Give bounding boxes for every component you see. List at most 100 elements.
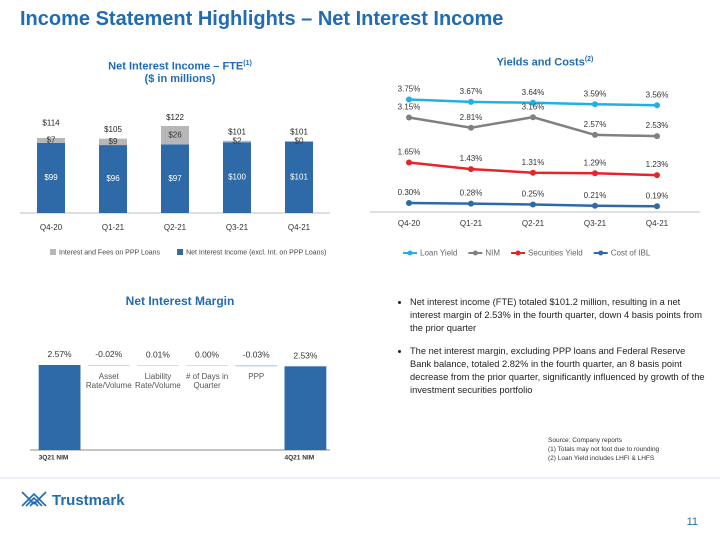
- total-label: $101: [228, 128, 246, 137]
- x-tick-label: Q2-21: [522, 219, 545, 228]
- x-tick-label: Q1-21: [460, 219, 483, 228]
- bar-segment: [223, 140, 251, 143]
- logo-text: Trustmark: [52, 492, 125, 509]
- bar-segment: [37, 142, 65, 213]
- value-label: -0.03%: [243, 350, 270, 360]
- bullets: Net interest income (FTE) totaled $101.2…: [396, 296, 708, 407]
- footnote: (2) Loan Yield includes LHFI & LHFS: [548, 455, 655, 462]
- waterfall-bar: [38, 364, 81, 450]
- value-label: 3.59%: [584, 89, 607, 98]
- point: [468, 98, 474, 105]
- bar-segment: [37, 137, 65, 143]
- bullet: The net interest margin, excluding PPP l…: [410, 345, 708, 397]
- total-label: $101: [290, 128, 308, 137]
- legend-marker: [407, 250, 413, 256]
- waterfall-bar: [235, 365, 278, 367]
- bullet: Net interest income (FTE) totaled $101.2…: [410, 296, 708, 335]
- x-tick-label: 4Q21 NIM: [285, 455, 315, 462]
- total-label: $114: [42, 118, 60, 127]
- x-tick-label: Q4-20: [398, 219, 421, 228]
- point: [530, 201, 536, 208]
- footnote: (1) Totals may not foot due to rounding: [548, 446, 660, 453]
- waterfall-bar: [284, 366, 327, 450]
- value-label: 2.53%: [646, 121, 669, 130]
- value-label: 1.29%: [584, 158, 607, 167]
- point: [592, 131, 598, 138]
- point: [406, 159, 412, 166]
- legend-swatch: [50, 249, 56, 255]
- slide-title: Income Statement Highlights – Net Intere…: [20, 8, 504, 30]
- point: [654, 102, 660, 109]
- value-label: $2: [233, 137, 242, 146]
- chart-title: Net Interest Income – FTE(1) ($ in milli…: [60, 60, 300, 85]
- source: Source: Company reports (1) Totals may n…: [548, 436, 659, 463]
- value-label: 3.67%: [460, 87, 483, 96]
- title-note: (2): [584, 56, 594, 63]
- point: [468, 124, 474, 131]
- chart-title-text: Net Interest Margin: [125, 294, 235, 308]
- value-label: $99: [44, 173, 58, 182]
- value-label: 2.81%: [460, 113, 483, 122]
- value-label: 0.01%: [146, 350, 171, 360]
- point: [654, 203, 660, 210]
- value-label: 1.43%: [460, 154, 483, 163]
- point: [592, 202, 598, 209]
- point: [468, 200, 474, 207]
- point: [654, 133, 660, 140]
- legend-label: Securities Yield: [528, 249, 583, 258]
- x-tick-label: Liability Rate/Volume: [135, 372, 181, 390]
- x-tick-label: # of Days in Quarter: [185, 372, 229, 390]
- value-label: 3.15%: [398, 103, 421, 112]
- value-label: $7: [47, 136, 56, 145]
- x-tick-label: 3Q21 NIM: [39, 455, 69, 462]
- x-tick-label: PPP: [248, 372, 265, 381]
- value-label: $100: [228, 173, 246, 182]
- point: [530, 169, 536, 176]
- waterfall-bar: [87, 364, 130, 366]
- point: [468, 166, 474, 173]
- value-label: $97: [168, 174, 182, 183]
- value-label: 0.28%: [460, 189, 483, 198]
- x-tick-label: Q4-20: [40, 223, 63, 232]
- total-label: $105: [104, 125, 122, 134]
- value-label: $101: [290, 172, 308, 181]
- value-label: 2.57%: [48, 349, 73, 359]
- bar-segment: [285, 141, 313, 213]
- value-label: 1.65%: [398, 148, 421, 157]
- point: [592, 170, 598, 177]
- point: [530, 99, 536, 106]
- legend-marker: [598, 250, 604, 256]
- x-tick-label: Q2-21: [164, 223, 187, 232]
- legend-label: Cost of IBL: [611, 249, 651, 258]
- value-label: 0.25%: [522, 190, 545, 199]
- x-tick-label: Q4-21: [646, 219, 669, 228]
- bar-segment: [223, 142, 251, 213]
- value-label: 0.19%: [646, 191, 669, 200]
- point: [654, 172, 660, 179]
- bar-segment: [99, 138, 127, 146]
- point: [406, 200, 412, 206]
- bar-segment: [99, 145, 127, 213]
- total-label: $122: [166, 113, 184, 122]
- value-label: 3.64%: [522, 88, 545, 97]
- value-label: 3.75%: [398, 85, 421, 94]
- value-label: 1.31%: [522, 158, 545, 167]
- chart-title: Net Interest Margin: [80, 294, 280, 308]
- bar-segment: [161, 144, 189, 213]
- value-label: 3.16%: [522, 102, 545, 111]
- title-note: (1): [243, 60, 252, 67]
- bullet-list: Net interest income (FTE) totaled $101.2…: [396, 296, 708, 397]
- legend-label: NIM: [485, 249, 500, 258]
- x-tick-label: Q4-21: [288, 223, 311, 232]
- value-label: -0.02%: [95, 349, 122, 359]
- legend-label: Interest and Fees on PPP Loans: [59, 249, 161, 256]
- value-label: $26: [168, 130, 182, 139]
- legend-marker: [515, 250, 521, 256]
- x-tick-label: Q3-21: [584, 219, 607, 228]
- chart-title-text: Net Interest Income – FTE: [108, 60, 244, 73]
- value-label: $96: [106, 174, 120, 183]
- source-title: Source: Company reports: [548, 437, 623, 444]
- waterfall-bar: [137, 365, 179, 366]
